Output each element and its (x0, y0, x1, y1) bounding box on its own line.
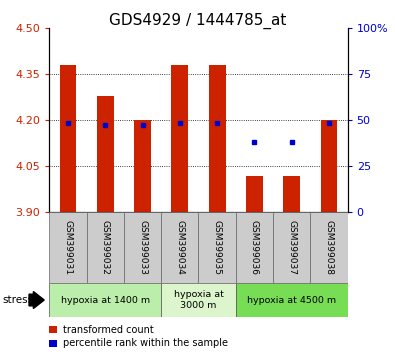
Text: stress: stress (2, 295, 33, 305)
Bar (161, 283, 236, 317)
Bar (49, 212, 87, 283)
Text: GSM399032: GSM399032 (101, 220, 110, 275)
Text: transformed count: transformed count (63, 325, 154, 335)
Bar (236, 212, 273, 283)
Text: percentile rank within the sample: percentile rank within the sample (63, 338, 228, 348)
Bar (246, 176, 263, 212)
Bar (161, 212, 199, 283)
Bar (124, 212, 161, 283)
Bar (321, 120, 337, 212)
Bar (134, 120, 151, 212)
Text: GSM399038: GSM399038 (324, 220, 333, 275)
Bar (273, 212, 310, 283)
Bar (236, 283, 348, 317)
Text: hypoxia at
3000 m: hypoxia at 3000 m (173, 290, 224, 310)
Bar (310, 212, 348, 283)
Text: hypoxia at 4500 m: hypoxia at 4500 m (247, 296, 336, 304)
Text: GDS4929 / 1444785_at: GDS4929 / 1444785_at (109, 12, 286, 29)
Bar (87, 212, 124, 283)
Bar (97, 96, 114, 212)
Bar (171, 65, 188, 212)
Bar (283, 176, 300, 212)
Bar (60, 65, 76, 212)
Text: hypoxia at 1400 m: hypoxia at 1400 m (61, 296, 150, 304)
Text: GSM399034: GSM399034 (175, 220, 184, 275)
Text: GSM399033: GSM399033 (138, 220, 147, 275)
Bar (209, 65, 226, 212)
FancyArrow shape (29, 292, 44, 308)
Text: GSM399035: GSM399035 (213, 220, 222, 275)
Text: GSM399037: GSM399037 (287, 220, 296, 275)
Bar (49, 283, 161, 317)
Bar (199, 212, 236, 283)
Text: GSM399036: GSM399036 (250, 220, 259, 275)
Text: GSM399031: GSM399031 (64, 220, 73, 275)
